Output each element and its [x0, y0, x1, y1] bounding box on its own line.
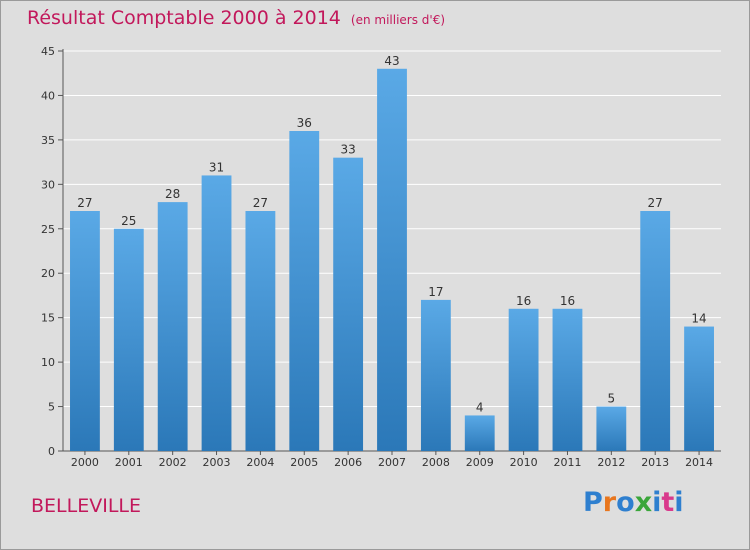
y-tick-label: 5 — [48, 401, 55, 414]
x-tick-label: 2002 — [159, 456, 187, 469]
y-tick-label: 15 — [41, 312, 55, 325]
x-tick-label: 2004 — [246, 456, 274, 469]
bar — [201, 175, 232, 451]
logo-letter: i — [652, 487, 662, 518]
chart-title: Résultat Comptable 2000 à 2014 — [27, 7, 341, 29]
x-tick-label: 2007 — [378, 456, 406, 469]
x-tick-label: 2013 — [641, 456, 669, 469]
y-tick-label: 10 — [41, 356, 55, 369]
bar-layer — [70, 68, 714, 452]
data-label: 4 — [476, 400, 484, 414]
logo-letter: o — [616, 487, 635, 518]
bar — [464, 415, 495, 451]
data-label: 25 — [121, 214, 136, 228]
bar — [684, 326, 714, 451]
data-label: 33 — [340, 143, 355, 157]
bar — [508, 308, 539, 451]
logo-letter: r — [602, 487, 617, 518]
y-tick-label: 40 — [41, 89, 55, 102]
data-label: 28 — [165, 187, 180, 201]
proxiti-logo[interactable]: Proxiti — [583, 487, 684, 518]
x-tick-label: 2008 — [422, 456, 450, 469]
x-tick-label: 2010 — [510, 456, 538, 469]
y-tick-label: 30 — [41, 178, 55, 191]
data-label: 27 — [648, 196, 663, 210]
data-label: 17 — [428, 285, 443, 299]
commune-name: BELLEVILLE — [31, 495, 141, 517]
data-label: 36 — [297, 116, 312, 130]
data-label: 16 — [560, 294, 575, 308]
data-label: 43 — [384, 54, 399, 68]
x-tick-label: 2012 — [597, 456, 625, 469]
chart-subtitle: (en milliers d'€) — [350, 13, 446, 27]
data-label: 31 — [209, 160, 224, 174]
bar — [289, 131, 320, 451]
y-tick-label: 0 — [48, 445, 55, 458]
y-tick-label: 20 — [41, 267, 55, 280]
bar — [420, 299, 451, 451]
x-tick-label: 2000 — [71, 456, 99, 469]
data-label: 27 — [77, 196, 92, 210]
title-row: Résultat Comptable 2000 à 2014 (en millie… — [27, 7, 445, 29]
x-tick-label: 2006 — [334, 456, 362, 469]
bar — [113, 228, 144, 451]
data-label: 5 — [608, 392, 616, 406]
x-tick-label: 2005 — [290, 456, 318, 469]
bar — [245, 211, 276, 451]
x-tick-label: 2003 — [203, 456, 231, 469]
bar — [552, 308, 583, 451]
bar — [377, 68, 407, 452]
y-tick-label: 25 — [41, 223, 55, 236]
data-label: 16 — [516, 294, 531, 308]
data-label: 14 — [691, 312, 706, 326]
bar — [640, 211, 671, 451]
logo-letter: i — [674, 487, 684, 518]
bar — [157, 202, 188, 451]
x-tick-label: 2009 — [466, 456, 494, 469]
label-layer: 27 25 28 31 27 36 33 43 17 4 16 16 5 27 14 — [77, 54, 706, 415]
logo-letter: t — [661, 487, 675, 518]
logo-letter: P — [583, 487, 603, 518]
bar — [596, 406, 627, 451]
x-tick-label: 2001 — [115, 456, 143, 469]
data-label: 27 — [253, 196, 268, 210]
x-tick-label: 2011 — [553, 456, 581, 469]
y-tick-label: 35 — [41, 134, 55, 147]
x-tick-label: 2014 — [685, 456, 713, 469]
bar — [333, 157, 364, 451]
y-tick-label: 45 — [41, 45, 55, 58]
bar — [70, 211, 100, 451]
logo-letter: x — [634, 487, 653, 518]
